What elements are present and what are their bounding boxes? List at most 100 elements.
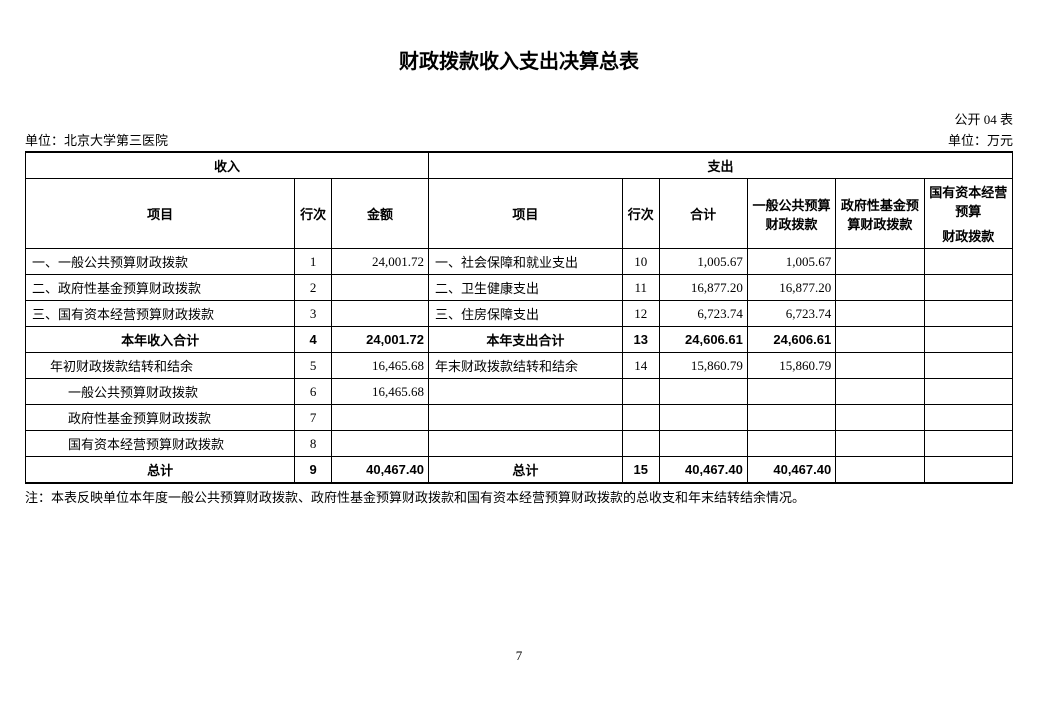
form-number: 公开 04 表 xyxy=(954,109,1013,128)
cell-expense-c3 xyxy=(924,353,1012,379)
cell-expense-total: 16,877.20 xyxy=(659,275,747,301)
table-head: 收入 支出 项目 行次 金额 项目 行次 合计 一般公共预算财政拨款 政府性基金… xyxy=(26,152,1013,249)
table-row: 国有资本经营预算财政拨款8 xyxy=(26,431,1013,457)
cell-expense-c3 xyxy=(924,327,1012,353)
cell-income-amount: 24,001.72 xyxy=(331,327,428,353)
cell-expense-c2 xyxy=(836,405,924,431)
cell-expense-rownum xyxy=(622,431,659,457)
table-row: 一、一般公共预算财政拨款124,001.72一、社会保障和就业支出101,005… xyxy=(26,249,1013,275)
cell-expense-c2 xyxy=(836,379,924,405)
cell-expense-c3 xyxy=(924,301,1012,327)
cell-expense-item: 总计 xyxy=(428,457,622,484)
cell-expense-item xyxy=(428,405,622,431)
cell-expense-rownum: 12 xyxy=(622,301,659,327)
cell-expense-item: 三、住房保障支出 xyxy=(428,301,622,327)
cell-income-rownum: 5 xyxy=(295,353,332,379)
cell-expense-item: 二、卫生健康支出 xyxy=(428,275,622,301)
footnote: 注：本表反映单位本年度一般公共预算财政拨款、政府性基金预算财政拨款和国有资本经营… xyxy=(25,488,1013,508)
meta-row-1: 公开 04 表 xyxy=(25,109,1013,128)
table-row: 总计940,467.40总计1540,467.4040,467.40 xyxy=(26,457,1013,484)
cell-expense-c2 xyxy=(836,275,924,301)
cell-expense-total: 15,860.79 xyxy=(659,353,747,379)
cell-income-item: 二、政府性基金预算财政拨款 xyxy=(26,275,295,301)
table-row: 本年收入合计424,001.72本年支出合计1324,606.6124,606.… xyxy=(26,327,1013,353)
budget-table: 收入 支出 项目 行次 金额 项目 行次 合计 一般公共预算财政拨款 政府性基金… xyxy=(25,151,1013,484)
header-row-left: 行次 xyxy=(295,179,332,249)
cell-income-item: 总计 xyxy=(26,457,295,484)
cell-expense-total xyxy=(659,379,747,405)
cell-income-amount: 40,467.40 xyxy=(331,457,428,484)
cell-expense-c1: 16,877.20 xyxy=(747,275,835,301)
cell-income-item: 一、一般公共预算财政拨款 xyxy=(26,249,295,275)
meta-row-2: 单位：北京大学第三医院 单位：万元 xyxy=(25,130,1013,149)
cell-income-rownum: 4 xyxy=(295,327,332,353)
cell-expense-c3 xyxy=(924,431,1012,457)
cell-expense-c1 xyxy=(747,379,835,405)
page-number: 7 xyxy=(25,648,1013,664)
cell-expense-rownum: 11 xyxy=(622,275,659,301)
table-row: 三、国有资本经营预算财政拨款3三、住房保障支出126,723.746,723.7… xyxy=(26,301,1013,327)
cell-income-item: 一般公共预算财政拨款 xyxy=(26,379,295,405)
cell-income-rownum: 2 xyxy=(295,275,332,301)
table-body: 一、一般公共预算财政拨款124,001.72一、社会保障和就业支出101,005… xyxy=(26,249,1013,484)
cell-expense-rownum: 10 xyxy=(622,249,659,275)
cell-expense-total: 40,467.40 xyxy=(659,457,747,484)
cell-income-amount: 16,465.68 xyxy=(331,379,428,405)
cell-expense-c1: 24,606.61 xyxy=(747,327,835,353)
cell-income-item: 本年收入合计 xyxy=(26,327,295,353)
cell-income-item: 政府性基金预算财政拨款 xyxy=(26,405,295,431)
cell-income-item: 国有资本经营预算财政拨款 xyxy=(26,431,295,457)
table-row: 政府性基金预算财政拨款7 xyxy=(26,405,1013,431)
cell-income-rownum: 9 xyxy=(295,457,332,484)
cell-expense-c3 xyxy=(924,457,1012,484)
cell-expense-rownum: 15 xyxy=(622,457,659,484)
table-row: 年初财政拨款结转和结余516,465.68年末财政拨款结转和结余1415,860… xyxy=(26,353,1013,379)
cell-expense-item: 年末财政拨款结转和结余 xyxy=(428,353,622,379)
cell-income-amount xyxy=(331,275,428,301)
header-c2: 政府性基金预算财政拨款 xyxy=(836,179,924,249)
org-label: 单位：北京大学第三医院 xyxy=(25,130,168,149)
header-item-left: 项目 xyxy=(26,179,295,249)
cell-income-item: 三、国有资本经营预算财政拨款 xyxy=(26,301,295,327)
cell-expense-total: 1,005.67 xyxy=(659,249,747,275)
header-row-right: 行次 xyxy=(622,179,659,249)
cell-expense-total: 24,606.61 xyxy=(659,327,747,353)
header-expense: 支出 xyxy=(428,152,1012,179)
cell-expense-c1 xyxy=(747,405,835,431)
header-total: 合计 xyxy=(659,179,747,249)
cell-income-rownum: 6 xyxy=(295,379,332,405)
cell-expense-c3 xyxy=(924,275,1012,301)
cell-expense-total xyxy=(659,431,747,457)
cell-expense-c2 xyxy=(836,457,924,484)
cell-income-rownum: 8 xyxy=(295,431,332,457)
header-c3b: 财政拨款 xyxy=(924,223,1012,249)
cell-expense-item: 本年支出合计 xyxy=(428,327,622,353)
cell-expense-c1 xyxy=(747,431,835,457)
cell-expense-total: 6,723.74 xyxy=(659,301,747,327)
cell-income-amount: 16,465.68 xyxy=(331,353,428,379)
cell-income-rownum: 7 xyxy=(295,405,332,431)
cell-income-amount xyxy=(331,431,428,457)
cell-income-amount: 24,001.72 xyxy=(331,249,428,275)
cell-expense-item xyxy=(428,431,622,457)
header-item-right: 项目 xyxy=(428,179,622,249)
cell-expense-item xyxy=(428,379,622,405)
header-amount-left: 金额 xyxy=(331,179,428,249)
cell-expense-total xyxy=(659,405,747,431)
cell-expense-item: 一、社会保障和就业支出 xyxy=(428,249,622,275)
cell-expense-rownum: 13 xyxy=(622,327,659,353)
cell-expense-c1: 15,860.79 xyxy=(747,353,835,379)
header-income: 收入 xyxy=(26,152,429,179)
cell-expense-c3 xyxy=(924,405,1012,431)
unit-label: 单位：万元 xyxy=(948,130,1013,149)
cell-expense-rownum: 14 xyxy=(622,353,659,379)
cell-expense-c2 xyxy=(836,327,924,353)
cell-expense-c2 xyxy=(836,353,924,379)
cell-expense-c1: 1,005.67 xyxy=(747,249,835,275)
cell-income-rownum: 1 xyxy=(295,249,332,275)
cell-expense-rownum xyxy=(622,379,659,405)
cell-expense-c2 xyxy=(836,249,924,275)
cell-expense-c2 xyxy=(836,301,924,327)
cell-expense-rownum xyxy=(622,405,659,431)
cell-expense-c2 xyxy=(836,431,924,457)
